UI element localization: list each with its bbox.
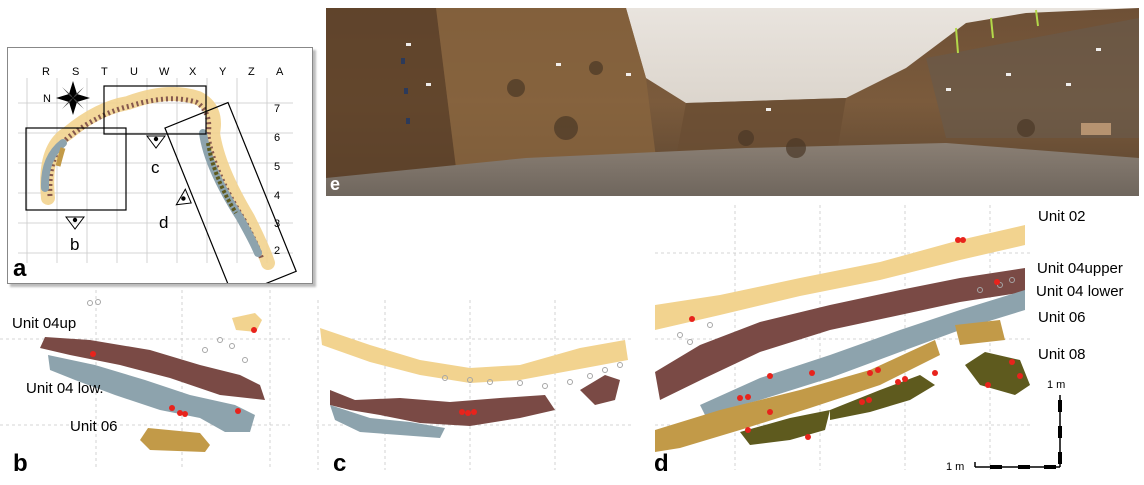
panel-label-e: e <box>330 174 341 194</box>
unit-label-b-04up: Unit 04up <box>12 315 77 332</box>
unit-label-d-08: Unit 08 <box>1038 346 1086 363</box>
grid-row-label: 3 <box>274 218 281 230</box>
svg-text:N: N <box>43 93 51 105</box>
scale-bar-blocks <box>990 400 1062 469</box>
scale-vertical-label: 1 m <box>1047 379 1066 391</box>
view-label-c: c <box>151 158 160 177</box>
panel-label-b: b <box>13 450 28 477</box>
plan-scatter <box>40 87 275 270</box>
scale-bar <box>974 395 1061 468</box>
view-box-b <box>25 127 127 211</box>
profile-d <box>655 225 1030 452</box>
grid-row-label: 4 <box>274 190 281 202</box>
view-label-b: b <box>70 235 80 254</box>
site-plan-map: N R S T U W X Y Z A 7 6 5 4 3 2 b c d <box>7 47 313 284</box>
unit-label-d-06: Unit 06 <box>1038 309 1086 326</box>
profile-b <box>40 299 265 452</box>
eye-viewpoint-icon <box>146 135 166 149</box>
eye-viewpoint-icon <box>175 188 192 206</box>
unit-label-d-02: Unit 02 <box>1038 208 1086 225</box>
unit-label-b-06: Unit 06 <box>70 418 118 435</box>
grid-column-label: X <box>189 66 197 78</box>
unit-label-d-04lower: Unit 04 lower <box>1036 283 1124 300</box>
unit-label-b-04low: Unit 04 low. <box>26 380 104 397</box>
grid-column-label: S <box>72 66 80 78</box>
excavation-panorama-photo <box>326 8 1139 196</box>
grid-column-label: T <box>101 66 108 78</box>
panel-label-d: d <box>654 450 669 477</box>
site-plan-graphic: N <box>18 78 297 283</box>
grid-column-label: W <box>159 66 170 78</box>
eye-viewpoint-icon <box>65 216 85 230</box>
panel-label-c: c <box>333 450 347 477</box>
unit-label-d-04upper: Unit 04upper <box>1037 260 1123 277</box>
grid-column-label: U <box>130 66 138 78</box>
view-box-d <box>164 101 297 283</box>
grid-row-label: 7 <box>274 103 281 115</box>
profile-c <box>320 328 628 438</box>
compass-rose-icon: N <box>43 81 90 115</box>
grid-column-label: Z <box>248 66 255 78</box>
view-label-d: d <box>159 213 169 232</box>
grid-row-label: 5 <box>274 161 281 173</box>
scale-horizontal-label: 1 m <box>946 461 965 473</box>
panel-label-a: a <box>13 255 27 282</box>
grid-row-label: 6 <box>274 132 281 144</box>
grid-column-label: Y <box>219 66 227 78</box>
grid-column-label: A <box>276 66 284 78</box>
grid-column-label: R <box>42 66 50 78</box>
grid-row-label: 2 <box>274 245 281 257</box>
view-box-c <box>103 85 207 135</box>
